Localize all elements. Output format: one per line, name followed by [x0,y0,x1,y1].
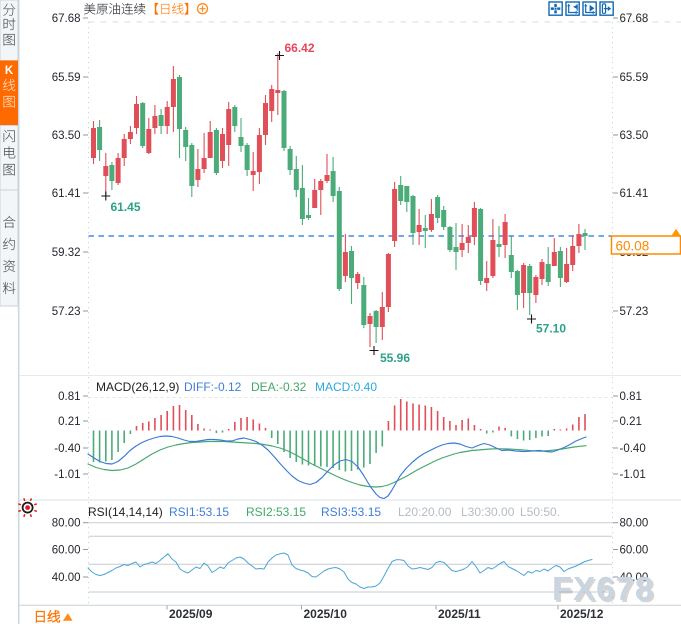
svg-text:RSI2:53.15: RSI2:53.15 [246,505,306,519]
svg-text:63.50: 63.50 [52,130,81,142]
svg-text:67.68: 67.68 [52,13,81,25]
svg-text:FX678: FX678 [554,572,656,609]
svg-text:0.21: 0.21 [58,416,80,428]
svg-text:2025/09: 2025/09 [169,607,213,621]
svg-text:57.23: 57.23 [620,306,649,318]
svg-text:65.59: 65.59 [620,72,649,84]
svg-text:61.41: 61.41 [52,188,81,200]
svg-text:40.00: 40.00 [620,572,649,584]
svg-text:RSI3:53.15: RSI3:53.15 [321,505,381,519]
svg-text:63.50: 63.50 [620,130,649,142]
svg-text:61.45: 61.45 [111,200,141,214]
svg-text:FX678: FX678 [552,570,654,607]
svg-text:60.00: 60.00 [620,545,649,557]
svg-text:MACD(26,12,9): MACD(26,12,9) [96,380,179,394]
svg-text:L30:30.00: L30:30.00 [461,505,515,519]
svg-text:-0.40: -0.40 [620,443,646,455]
svg-text:0.81: 0.81 [58,391,80,403]
svg-text:57.10: 57.10 [536,322,566,336]
svg-text:40.00: 40.00 [52,572,81,584]
svg-text:RSI1:53.15: RSI1:53.15 [169,505,229,519]
svg-text:L20:20.00: L20:20.00 [398,505,452,519]
svg-text:61.41: 61.41 [620,188,649,200]
svg-text:MACD:0.40: MACD:0.40 [315,380,377,394]
svg-text:57.23: 57.23 [52,306,81,318]
svg-text:60.08: 60.08 [616,239,650,254]
svg-text:60.00: 60.00 [52,545,81,557]
svg-text:-1.01: -1.01 [54,469,80,481]
svg-text:66.42: 66.42 [285,41,315,55]
svg-text:2025/11: 2025/11 [438,607,481,621]
svg-text:RSI(14,14,14): RSI(14,14,14) [88,505,163,519]
svg-text:0.21: 0.21 [620,416,642,428]
svg-text:67.68: 67.68 [620,13,649,25]
svg-text:80.00: 80.00 [620,518,649,530]
svg-text:0.81: 0.81 [620,391,642,403]
svg-text:2025/12: 2025/12 [560,607,604,621]
svg-text:65.59: 65.59 [52,72,81,84]
svg-text:80.00: 80.00 [52,518,81,530]
svg-text:-0.40: -0.40 [54,443,80,455]
svg-text:-1.01: -1.01 [620,469,646,481]
svg-text:DEA:-0.32: DEA:-0.32 [251,380,307,394]
svg-text:DIFF:-0.12: DIFF:-0.12 [184,380,242,394]
svg-text:59.32: 59.32 [52,247,81,259]
svg-text:2025/10: 2025/10 [304,607,348,621]
svg-text:K: K [5,65,14,77]
svg-text:L50:50.: L50:50. [520,505,560,519]
svg-text:55.96: 55.96 [380,351,410,365]
